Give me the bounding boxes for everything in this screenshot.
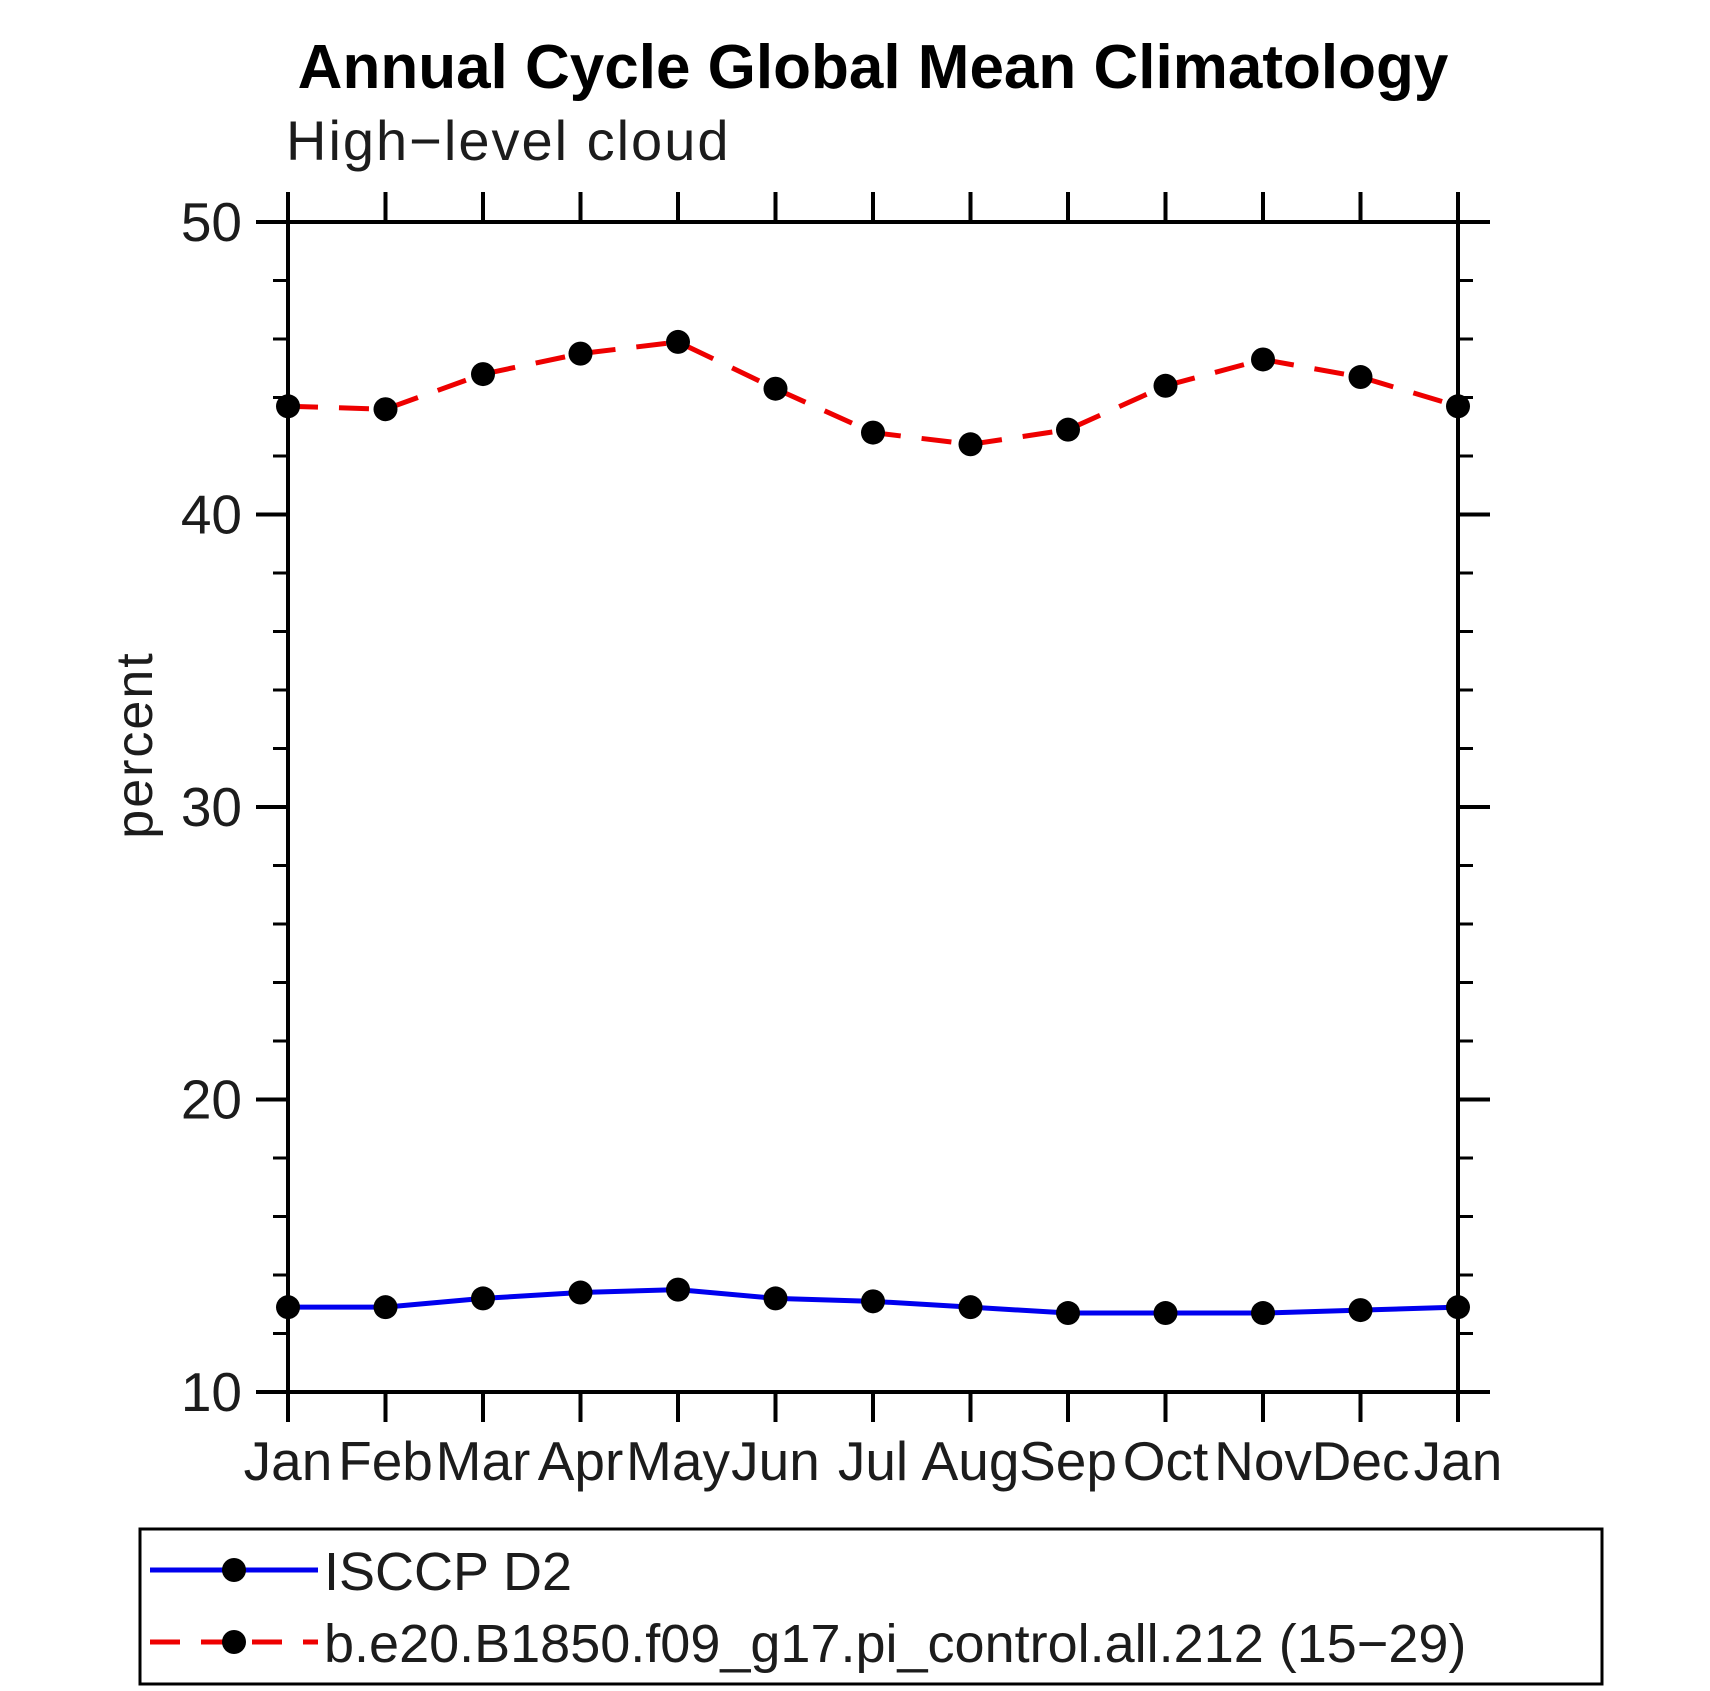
legend-swatch-dot [222,1630,246,1654]
y-tick-label: 40 [181,484,242,546]
data-point [763,376,788,401]
y-tick-label: 20 [181,1069,242,1131]
data-point [1153,1301,1178,1326]
x-tick-label: May [626,1430,730,1492]
x-tick-label: Jun [731,1430,820,1492]
data-point [373,397,398,422]
data-point [373,1295,398,1320]
data-point [1348,365,1373,390]
data-point [666,1277,690,1302]
y-axis-label: percent [106,651,164,838]
data-point [1251,1301,1275,1326]
x-tick-label: Oct [1123,1430,1209,1492]
data-point [1056,417,1080,442]
legend-box [138,1527,1604,1686]
plot-frame [286,220,1460,1394]
data-point [861,1289,885,1314]
data-point [958,1295,983,1320]
x-tick-label: Jan [244,1430,333,1492]
legend: ISCCP D2 b.e20.B1850.f09_g17.pi_control.a… [138,1527,1604,1686]
data-point [471,362,495,387]
data-point [666,329,690,354]
data-point [1153,373,1178,398]
chart-subtitle: High−level cloud [286,109,730,172]
data-point [276,394,300,419]
x-tick-label: Dec [1312,1430,1410,1492]
x-tick-label: Feb [338,1430,433,1492]
x-tick-label: Nov [1214,1430,1312,1492]
chart-title: Annual Cycle Global Mean Climatology [298,33,1449,102]
x-tick-label: Sep [1019,1430,1117,1492]
data-point [1446,394,1470,419]
data-point [568,1280,593,1305]
data-point [276,1295,300,1320]
x-tick-label: Aug [922,1430,1020,1492]
data-point [1056,1301,1080,1326]
series-group [276,329,1470,1326]
x-tick-label: Apr [538,1430,624,1492]
y-tick-label: 50 [181,191,242,253]
legend-label: b.e20.B1850.f09_g17.pi_control.all.212 (… [324,1614,1466,1674]
x-tick-label: Jul [838,1430,908,1492]
data-point [1348,1298,1373,1323]
legend-label: ISCCP D2 [324,1542,572,1602]
data-point [1446,1295,1470,1320]
data-point [1251,347,1275,372]
data-point [958,432,983,457]
data-point [568,341,593,366]
legend-swatch-dot [222,1558,246,1582]
data-point [471,1286,495,1311]
data-point [861,420,885,445]
data-point [763,1286,788,1311]
x-tick-label: Jan [1414,1430,1503,1492]
y-tick-label: 10 [181,1361,242,1423]
x-tick-label: Mar [436,1430,531,1492]
y-tick-label: 30 [181,776,242,838]
